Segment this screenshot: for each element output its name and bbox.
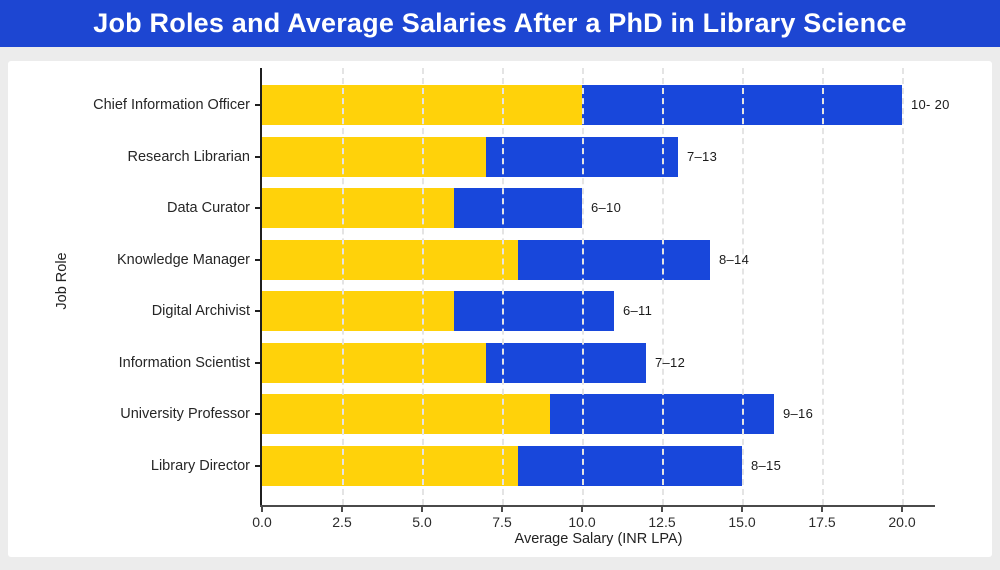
x-tick-mark <box>581 506 583 512</box>
x-tick-mark <box>341 506 343 512</box>
bar-value-annotation: 8–15 <box>751 457 782 473</box>
y-tick-mark <box>255 413 262 416</box>
gridline <box>742 68 744 505</box>
x-tick-mark <box>421 506 423 512</box>
x-tick-label: 12.5 <box>648 514 676 530</box>
x-tick-mark <box>661 506 663 512</box>
y-tick-mark <box>255 104 262 106</box>
category-label: Knowledge Manager <box>116 251 250 268</box>
x-tick-label: 5.0 <box>412 514 432 530</box>
x-tick-mark <box>901 506 903 512</box>
gridline <box>342 68 344 505</box>
bar-range-segment <box>454 188 582 229</box>
x-tick-label: 7.5 <box>492 514 512 530</box>
bar-min-segment <box>262 136 486 177</box>
category-label: Research Librarian <box>127 148 250 165</box>
category-label: Chief Information Officer <box>93 97 250 113</box>
bar-value-annotation: 10- 20 <box>911 97 950 112</box>
x-tick-label: 10.0 <box>568 514 596 530</box>
x-tick-mark <box>501 506 503 512</box>
x-tick-mark <box>261 506 263 512</box>
bar-range-segment <box>486 342 646 383</box>
bar-value-annotation: 7–13 <box>687 148 718 164</box>
category-label: University Professor <box>120 406 250 423</box>
x-tick-label: 0.0 <box>252 514 272 530</box>
gridline <box>822 68 824 505</box>
bar-value-annotation: 9–16 <box>783 406 814 422</box>
y-tick-mark <box>255 155 262 158</box>
gridline <box>902 68 904 505</box>
bar-range-segment <box>518 239 710 280</box>
gridline <box>662 68 664 505</box>
bar-min-segment <box>262 188 454 229</box>
y-tick-mark <box>255 361 262 364</box>
bar-range-segment <box>518 445 742 486</box>
y-tick-mark <box>255 464 262 467</box>
bar-min-segment <box>262 394 550 435</box>
bar-min-segment <box>262 445 518 486</box>
y-tick-mark <box>255 310 262 313</box>
y-tick-mark <box>255 258 262 261</box>
gridline <box>582 68 584 505</box>
y-axis-spine <box>260 68 262 507</box>
x-axis-line <box>260 505 935 507</box>
x-tick-label: 2.5 <box>332 514 352 530</box>
bar-min-segment <box>262 239 518 280</box>
gridline <box>502 68 504 505</box>
category-label: Data Curator <box>166 200 250 217</box>
x-tick-mark <box>821 506 823 512</box>
y-tick-mark <box>255 207 262 210</box>
bar-min-segment <box>262 291 454 332</box>
x-tick-mark <box>741 506 743 512</box>
x-tick-label: 20.0 <box>888 514 916 530</box>
category-label: Information Scientist <box>118 354 250 371</box>
x-axis-label: Average Salary (INR LPA) <box>514 531 683 547</box>
category-label: Library Director <box>150 457 250 474</box>
bar-min-segment <box>262 342 486 383</box>
bar-value-annotation: 6–10 <box>591 200 622 216</box>
gridline <box>422 68 424 505</box>
x-tick-label: 17.5 <box>808 514 836 530</box>
bar-range-segment <box>454 291 614 332</box>
page-title: Job Roles and Average Salaries After a P… <box>93 8 907 38</box>
x-tick-label: 15.0 <box>728 514 756 530</box>
bar-value-annotation: 8–14 <box>719 251 750 267</box>
bar-value-annotation: 6–11 <box>623 303 653 319</box>
title-banner: Job Roles and Average Salaries After a P… <box>0 0 1000 47</box>
bar-value-annotation: 7–12 <box>655 354 686 370</box>
category-label: Digital Archivist <box>151 303 250 320</box>
